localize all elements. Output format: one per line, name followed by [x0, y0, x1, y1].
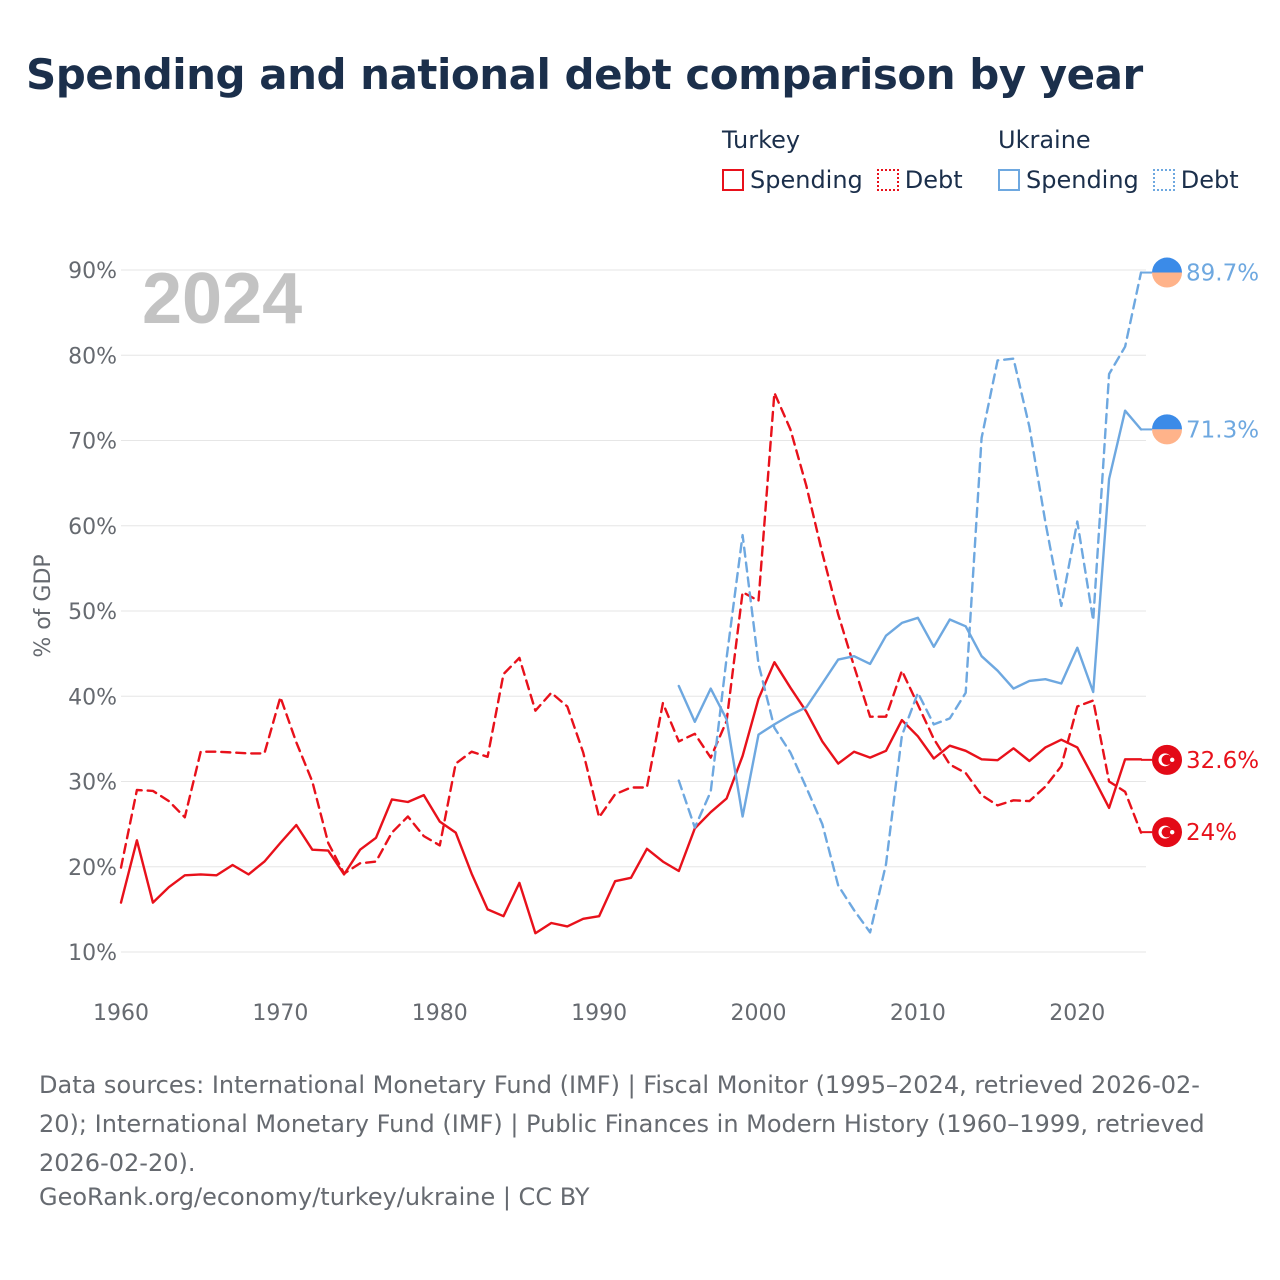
legend-ukraine-spending[interactable]: Spending — [998, 166, 1139, 194]
legend-ukraine-debt-label: Debt — [1180, 166, 1239, 194]
legend-turkey-spending-label: Spending — [750, 166, 863, 194]
flag-top-half — [1152, 257, 1182, 273]
legend-ukraine-debt[interactable]: Debt — [1152, 166, 1239, 194]
y-tick-label: 80% — [68, 344, 117, 369]
legend-turkey: Turkey Spending Debt — [722, 124, 977, 194]
flag-bottom-half — [1152, 272, 1182, 288]
data-sources: Data sources: International Monetary Fun… — [39, 1071, 1205, 1177]
legend-swatch-dotted-red — [876, 169, 899, 191]
year-watermark: 2024 — [142, 259, 302, 339]
legend-ukraine: Ukraine Spending Debt — [998, 124, 1253, 194]
legend-swatch-dotted-blue — [1152, 169, 1175, 191]
y-tick-label: 30% — [68, 771, 117, 796]
y-tick-label: 60% — [68, 515, 117, 540]
end-label-ukraine-spending: 71.3% — [1186, 417, 1259, 443]
line-chart: 10% 20% 30% 40% 50% 60% 70% 80% 90% 1960 1970 1980… — [31, 257, 1259, 1026]
flag-top-half — [1152, 414, 1182, 430]
ukraine-flag-icon: 89.7% — [1141, 257, 1259, 288]
end-markers: 89.7% 71.3% 32.6% 24% — [1141, 257, 1259, 848]
star — [1170, 829, 1175, 835]
legend-turkey-spending[interactable]: Spending — [722, 166, 863, 194]
x-axis-ticks: 1960 1970 1980 1990 2000 2010 2020 — [93, 1001, 1105, 1026]
legend-turkey-debt[interactable]: Debt — [876, 166, 963, 194]
legend-swatch-solid-red — [722, 169, 744, 191]
y-axis-ticks: 10% 20% 30% 40% 50% 60% 70% 80% 90% — [68, 259, 117, 966]
ukraine-flag-icon: 71.3% — [1141, 414, 1259, 445]
legend-ukraine-spending-label: Spending — [1026, 166, 1139, 194]
legend-ukraine-title: Ukraine — [998, 126, 1091, 154]
legend-swatch-solid-blue — [998, 169, 1020, 191]
flag-bottom-half — [1152, 429, 1182, 445]
y-tick-label: 90% — [68, 259, 117, 284]
credit-link[interactable]: GeoRank.org/economy/turkey/ukraine | CC … — [39, 1183, 590, 1211]
legend-turkey-title: Turkey — [722, 126, 801, 154]
series-line-turkey-spending — [119, 661, 1143, 935]
y-tick-label: 10% — [68, 941, 117, 966]
x-tick-label: 1970 — [252, 1001, 308, 1026]
series-line-turkey-debt — [119, 391, 1143, 875]
legend-turkey-debt-label: Debt — [904, 166, 963, 194]
y-tick-label: 50% — [68, 600, 117, 625]
x-tick-label: 1990 — [571, 1001, 627, 1026]
x-tick-label: 2010 — [890, 1001, 946, 1026]
star — [1170, 757, 1175, 763]
end-label-turkey-spending: 32.6% — [1186, 748, 1259, 774]
y-tick-label: 40% — [68, 685, 117, 710]
series-lines — [119, 271, 1143, 935]
turkey-flag-icon: 32.6% — [1141, 744, 1259, 775]
series-line-ukraine-debt — [677, 271, 1143, 934]
x-tick-label: 2000 — [731, 1001, 787, 1026]
end-label-turkey-debt: 24% — [1186, 820, 1237, 846]
x-tick-label: 2020 — [1049, 1001, 1105, 1026]
x-tick-label: 1960 — [93, 1001, 149, 1026]
series-line-ukraine-spending — [677, 409, 1143, 818]
x-tick-label: 1980 — [412, 1001, 468, 1026]
end-label-ukraine-debt: 89.7% — [1186, 261, 1259, 287]
y-tick-label: 70% — [68, 430, 117, 455]
y-axis-label: % of GDP — [31, 554, 56, 657]
y-tick-label: 20% — [68, 856, 117, 881]
crescent-inner — [1161, 754, 1173, 766]
chart-title: Spending and national debt comparison by… — [26, 50, 1143, 99]
turkey-flag-icon: 24% — [1141, 817, 1237, 848]
crescent-inner — [1161, 826, 1173, 838]
